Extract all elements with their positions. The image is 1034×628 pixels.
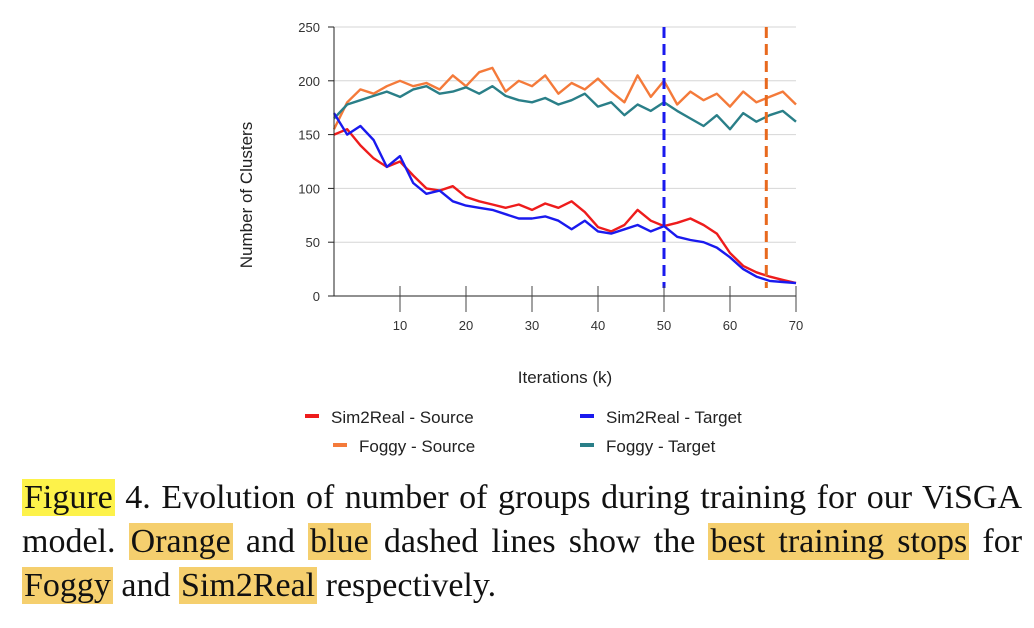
caption-highlight-figure: Figure [22,479,115,516]
figure-caption: Figure 4. Evolution of number of groups … [22,479,1023,604]
caption-highlight-best-training-stops: best training stops [708,523,970,560]
x-axis-title: Iterations (k) [518,368,612,387]
legend-swatch [580,414,594,418]
series-line-foggy-target [333,85,797,131]
caption-highlight-blue: blue [308,523,371,560]
legend: Sim2Real - Source Sim2Real - Target Foggy … [305,408,742,456]
x-tick-label: 30 [525,318,539,333]
legend-swatch [580,443,594,447]
line-chart: 0 50 100 150 200 250 10 20 30 40 50 60 70 Number of … [237,20,803,456]
y-tick-label: 100 [298,181,320,196]
y-tick-label: 250 [298,20,320,35]
axes: 0 50 100 150 200 250 10 20 30 40 50 60 70 [298,20,803,333]
y-tick-label: 150 [298,128,320,143]
x-tick-label: 10 [393,318,407,333]
series-line-sim2real-target [332,112,797,285]
x-tick-label: 40 [591,318,605,333]
y-tick-label: 0 [313,289,320,304]
caption-highlight-foggy: Foggy [22,567,113,604]
legend-label: Sim2Real - Target [606,408,742,427]
y-axis-title: Number of Clusters [237,122,256,268]
x-tick-label: 70 [789,318,803,333]
caption-highlight-sim2real: Sim2Real [179,567,318,604]
series-line-sim2real-source [333,127,797,285]
legend-swatch [305,414,319,418]
legend-swatch [333,443,347,447]
plot-area [332,27,797,288]
x-tick-label: 20 [459,318,473,333]
x-tick-label: 50 [657,318,671,333]
series-line-foggy-source [332,66,797,130]
x-tick-label: 60 [723,318,737,333]
caption-highlight-orange: Orange [128,523,233,560]
y-tick-label: 50 [306,235,320,250]
legend-label: Foggy - Target [606,437,716,456]
y-tick-label: 200 [298,74,320,89]
legend-label: Sim2Real - Source [331,408,474,427]
legend-label: Foggy - Source [359,437,475,456]
